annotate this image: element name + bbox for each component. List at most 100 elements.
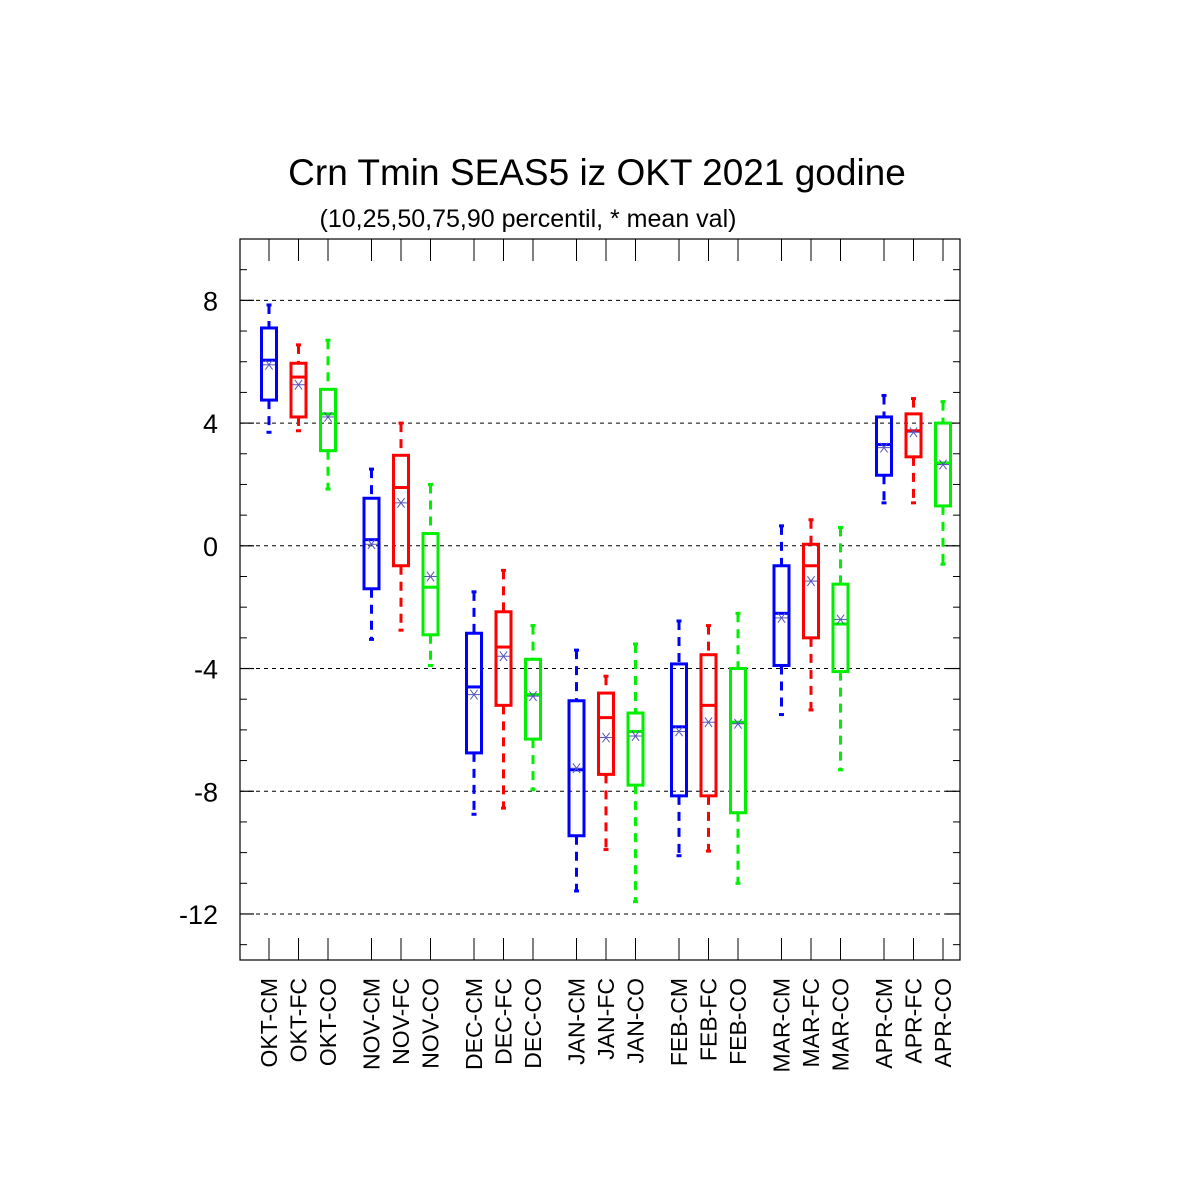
- mean-stroke: [602, 732, 610, 743]
- box-body: [597, 691, 615, 776]
- mean-stroke: [880, 442, 888, 453]
- box-dec-co: [524, 624, 542, 792]
- box-body: [626, 711, 645, 787]
- mean-marker: [424, 571, 437, 582]
- x-tick-label: OKT-CM: [256, 978, 282, 1067]
- x-tick-label: FEB-CM: [666, 978, 692, 1066]
- mean-stroke: [529, 691, 537, 702]
- grid-lines: [240, 299, 960, 915]
- box-body: [319, 387, 337, 453]
- x-tick-label: FEB-CO: [725, 978, 751, 1065]
- x-tick-label: APR-FC: [901, 978, 927, 1064]
- mean-marker: [365, 539, 378, 550]
- x-tick-label: JAN-CO: [623, 978, 649, 1064]
- mean-marker: [497, 651, 510, 662]
- box-okt-fc: [289, 343, 308, 433]
- x-tick-label: DEC-CM: [461, 978, 487, 1070]
- mean-marker: [775, 612, 788, 624]
- mean-marker: [322, 411, 334, 423]
- mean-stroke: [499, 651, 508, 662]
- box-body: [421, 532, 440, 637]
- box-body: [699, 653, 718, 798]
- box-mar-cm: [772, 524, 791, 717]
- box-body: [772, 564, 791, 667]
- box-series: [260, 303, 952, 904]
- mean-stroke: [675, 726, 683, 737]
- mean-stroke: [704, 717, 713, 728]
- box-body: [289, 361, 308, 419]
- box-dec-cm: [465, 590, 483, 816]
- plot-frame: [239, 238, 961, 961]
- mean-marker: [600, 732, 612, 743]
- mean-marker: [834, 614, 847, 625]
- mean-stroke: [469, 689, 479, 700]
- chart-subtitle: (10,25,50,75,90 percentil, * mean val): [320, 205, 737, 233]
- box-apr-co: [934, 400, 952, 566]
- mean-stroke: [807, 575, 815, 587]
- y-tick-label: 0: [203, 532, 218, 562]
- box-body: [875, 415, 893, 477]
- mean-marker: [395, 497, 407, 508]
- box-apr-fc: [904, 397, 923, 505]
- y-tick-label: -4: [194, 655, 218, 685]
- x-tick-label: MAR-CM: [769, 978, 795, 1073]
- box-nov-co: [421, 482, 440, 667]
- box-mar-co: [831, 525, 850, 772]
- box-body: [362, 496, 381, 591]
- box-body: [392, 453, 410, 568]
- y-tick-label: 4: [203, 409, 218, 439]
- x-tick-label: NOV-CO: [418, 978, 444, 1069]
- y-tick-label: 8: [203, 286, 218, 316]
- y-tick-label: -12: [179, 900, 218, 930]
- mean-stroke: [909, 427, 918, 438]
- mean-marker: [805, 575, 817, 587]
- mean-marker: [527, 691, 539, 702]
- box-okt-co: [319, 338, 337, 491]
- box-feb-fc: [699, 624, 718, 853]
- x-tick-label: JAN-CM: [564, 978, 590, 1065]
- mean-stroke: [396, 497, 406, 508]
- box-body: [904, 412, 923, 459]
- box-body: [524, 657, 542, 741]
- mean-marker: [292, 379, 305, 390]
- mean-stroke: [836, 614, 845, 625]
- box-feb-co: [729, 611, 747, 885]
- box-jan-cm: [567, 648, 586, 893]
- box-body: [831, 582, 850, 674]
- mean-marker: [263, 359, 275, 370]
- y-tick-label: -8: [194, 777, 218, 807]
- x-tick-label: OKT-CO: [315, 978, 341, 1066]
- mean-stroke: [294, 379, 303, 390]
- mean-stroke: [367, 539, 376, 550]
- mean-stroke: [939, 459, 947, 470]
- mean-stroke: [572, 763, 581, 774]
- box-body: [494, 610, 513, 707]
- mean-marker: [673, 726, 685, 737]
- box-body: [729, 667, 747, 815]
- x-tick-label: FEB-FC: [696, 978, 722, 1061]
- x-tick-label: NOV-CM: [359, 978, 385, 1070]
- chart-title: Crn Tmin SEAS5 iz OKT 2021 godine: [288, 152, 906, 193]
- box-nov-cm: [362, 467, 381, 641]
- box-body: [670, 662, 688, 798]
- x-tick-label: APR-CM: [871, 978, 897, 1069]
- mean-stroke: [631, 730, 640, 742]
- mean-marker: [732, 718, 744, 729]
- x-tick-label: DEC-FC: [491, 978, 517, 1065]
- box-dec-fc: [494, 568, 513, 810]
- x-tick-label: NOV-FC: [388, 978, 414, 1065]
- box-apr-cm: [875, 393, 893, 505]
- mean-stroke: [734, 718, 742, 729]
- box-nov-fc: [392, 421, 410, 632]
- x-tick-label: APR-CO: [930, 978, 956, 1067]
- box-jan-fc: [597, 674, 615, 852]
- box-body: [802, 542, 820, 640]
- mean-stroke: [777, 612, 786, 624]
- box-mar-fc: [802, 518, 820, 712]
- x-tick-label: OKT-FC: [286, 978, 312, 1062]
- mean-stroke: [264, 359, 274, 370]
- mean-marker: [570, 763, 583, 774]
- x-tick-label: JAN-FC: [593, 978, 619, 1060]
- mean-marker: [907, 427, 920, 438]
- tick-labels: 8 4 0 -4 -8 -12 OKT-CM OKT-FC OKT-CO NOV-CM NOV-FC…: [179, 286, 956, 1072]
